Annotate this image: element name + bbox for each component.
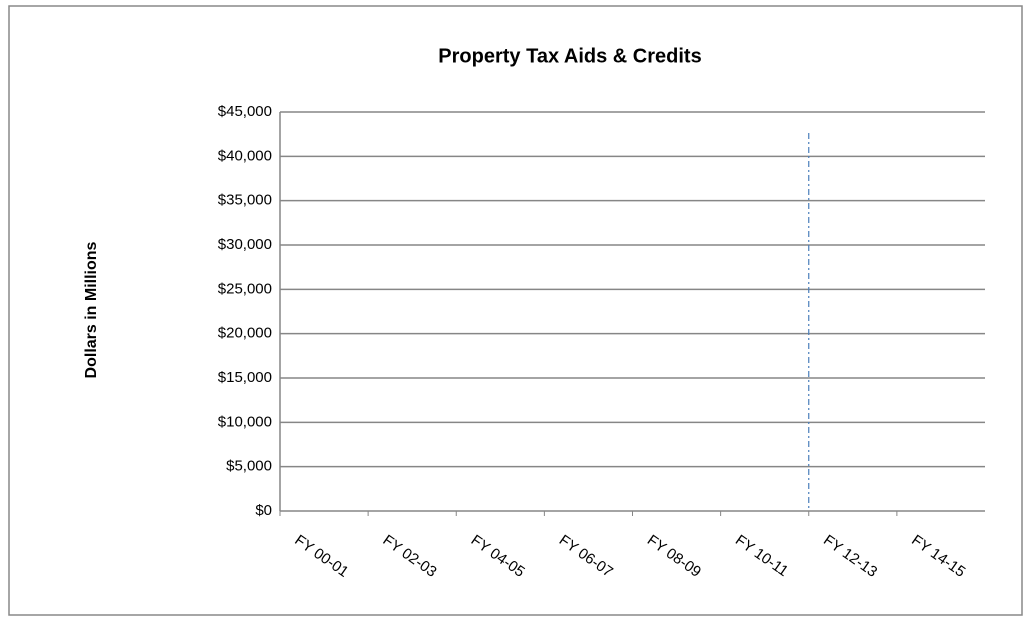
y-tick-label: $25,000 <box>218 280 272 297</box>
chart-title: Property Tax Aids & Credits <box>438 45 701 67</box>
chart-border <box>8 5 1023 616</box>
y-tick-label: $35,000 <box>218 192 272 209</box>
y-tick-label: $10,000 <box>218 413 272 430</box>
y-axis-label: Dollars in Millions <box>83 241 100 378</box>
y-tick-label: $45,000 <box>218 103 272 120</box>
y-tick-label: $0 <box>255 502 272 519</box>
y-tick-label: $5,000 <box>226 458 272 475</box>
y-tick-label: $20,000 <box>218 325 272 342</box>
y-tick-label: $40,000 <box>218 147 272 164</box>
y-tick-label: $30,000 <box>218 236 272 253</box>
y-tick-label: $15,000 <box>218 369 272 386</box>
